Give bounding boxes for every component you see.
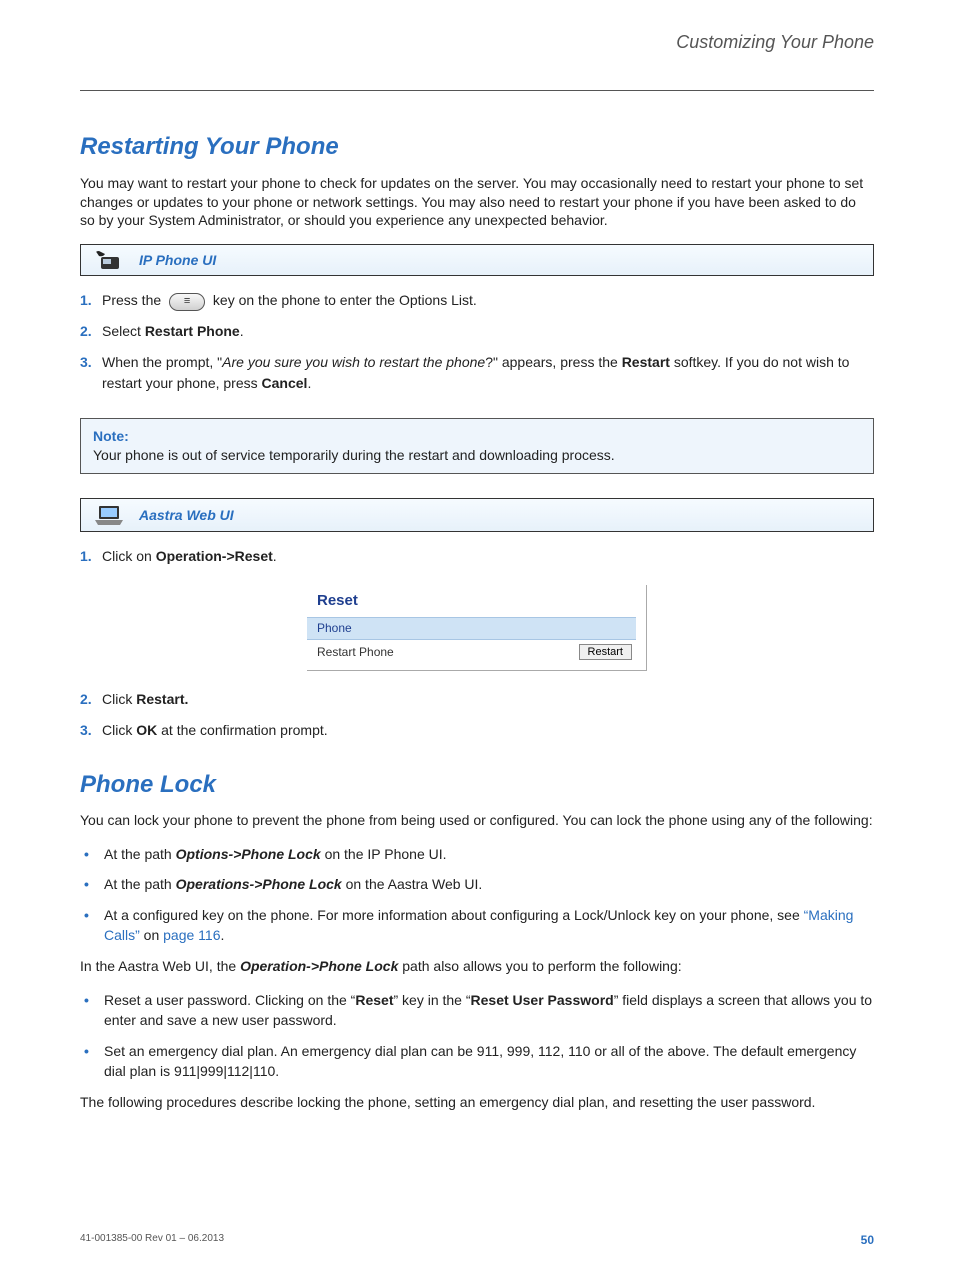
bullet-1: At the path Options->Phone Lock on the I… (104, 844, 874, 864)
step-1: Press the key on the phone to enter the … (102, 290, 874, 311)
step-2: Select Restart Phone. (102, 321, 874, 342)
restart-phone-label: Restart Phone (317, 644, 394, 660)
restart-button[interactable]: Restart (579, 644, 632, 660)
restarting-intro: You may want to restart your phone to ch… (80, 174, 874, 231)
bullet-4: Reset a user password. Clicking on the “… (104, 990, 874, 1031)
web-ui-steps-2: 2. Click Restart. 3. Click OK at the con… (80, 689, 874, 741)
phone-lock-intro: You can lock your phone to prevent the p… (80, 811, 874, 830)
ip-phone-steps: 1. Press the key on the phone to enter t… (80, 290, 874, 394)
aastra-web-ui-label: Aastra Web UI (139, 506, 234, 525)
bullet-3: At a configured key on the phone. For mo… (104, 905, 874, 946)
web-step-1: Click on Operation->Reset. (102, 546, 874, 567)
phone-lock-end: The following procedures describe lockin… (80, 1093, 874, 1112)
phone-lock-mid: In the Aastra Web UI, the Operation->Pho… (80, 957, 874, 976)
ip-phone-ui-bar: IP Phone UI (80, 244, 874, 276)
web-step-2: Click Restart. (102, 689, 874, 710)
step-3: When the prompt, "Are you sure you wish … (102, 352, 874, 394)
section-title-phone-lock: Phone Lock (80, 769, 874, 801)
web-ui-steps-1: 1. Click on Operation->Reset. (80, 546, 874, 567)
reset-phone-row: Phone (307, 617, 636, 639)
reset-panel: Reset Phone Restart Phone Restart (307, 585, 647, 671)
bullet-2: At the path Operations->Phone Lock on th… (104, 874, 874, 894)
note-body: Your phone is out of service temporarily… (93, 446, 861, 465)
section-title-restarting: Restarting Your Phone (80, 131, 874, 163)
reset-title: Reset (307, 591, 636, 617)
ip-phone-ui-label: IP Phone UI (139, 251, 216, 270)
phone-icon (89, 249, 129, 271)
aastra-web-ui-bar: Aastra Web UI (80, 498, 874, 532)
page-116-link[interactable]: page 116 (163, 927, 220, 943)
header-rule (80, 90, 874, 91)
breadcrumb: Customizing Your Phone (80, 30, 874, 66)
laptop-icon (89, 503, 129, 527)
options-key-icon (169, 293, 205, 311)
note-title: Note: (93, 427, 861, 446)
lock-methods-list: At the path Options->Phone Lock on the I… (80, 844, 874, 945)
note-box: Note: Your phone is out of service tempo… (80, 418, 874, 474)
lock-capabilities-list: Reset a user password. Clicking on the “… (80, 990, 874, 1081)
web-step-3: Click OK at the confirmation prompt. (102, 720, 874, 741)
bullet-5: Set an emergency dial plan. An emergency… (104, 1041, 874, 1082)
